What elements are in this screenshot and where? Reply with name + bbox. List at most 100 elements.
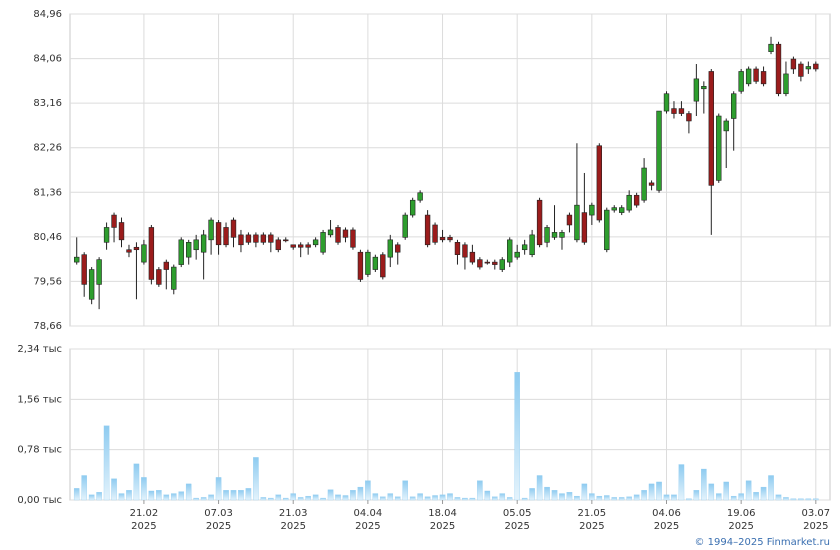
volume-bar	[656, 481, 662, 501]
candle-body	[626, 194, 632, 211]
candle-body	[111, 214, 117, 228]
volume-bar	[499, 493, 506, 501]
volume-bar	[171, 493, 177, 501]
volume-bar	[604, 495, 610, 501]
volume-bar	[327, 489, 334, 501]
x-tick-year: 2025	[131, 521, 156, 532]
volume-bar	[477, 480, 483, 501]
volume-bar	[402, 480, 408, 501]
volume-bar	[394, 496, 401, 501]
volume-bar	[760, 486, 767, 501]
candle-body	[163, 261, 169, 270]
x-tick-year: 2025	[430, 521, 455, 532]
y-tick-label: 0,78 тыс	[17, 445, 62, 456]
candle-body	[521, 244, 528, 251]
candle-body	[141, 244, 147, 263]
volume-bar	[133, 463, 140, 501]
candle-body	[402, 214, 408, 238]
volume-bar	[574, 495, 580, 501]
candle-body	[768, 43, 774, 52]
candle-body	[327, 229, 334, 236]
volume-bar	[611, 497, 618, 501]
candle-body	[805, 66, 812, 70]
volume-bar	[439, 494, 446, 501]
candle-body	[753, 68, 759, 82]
x-tick-year: 2025	[654, 521, 679, 532]
volume-bar	[380, 496, 386, 501]
volume-bar	[589, 493, 595, 501]
y-tick-label: 0,00 тыс	[17, 495, 62, 506]
candle-body	[604, 209, 610, 251]
volume-bar	[305, 495, 311, 501]
volume-bar	[230, 490, 237, 501]
candle-body	[395, 244, 401, 253]
volume-bar	[447, 493, 453, 501]
candle-body	[171, 266, 177, 290]
candle-body	[678, 108, 685, 114]
candle-body	[447, 237, 453, 241]
volume-bar	[544, 486, 550, 501]
candle-body	[544, 227, 550, 243]
volume-bar	[245, 488, 252, 501]
volume-bar	[111, 478, 117, 501]
x-tick-label: 21.03	[279, 508, 308, 519]
x-tick-label: 21.05	[578, 508, 607, 519]
volume-bar	[551, 490, 558, 501]
candle-body	[439, 237, 446, 241]
candle-body	[253, 234, 259, 243]
volume-bar	[798, 498, 804, 501]
volume-bar	[462, 497, 468, 501]
volume-bar	[103, 425, 110, 501]
candle-body	[417, 192, 423, 201]
candle-body	[641, 167, 647, 201]
y-tick-label: 83,16	[33, 98, 62, 109]
volume-bar	[783, 497, 789, 501]
volume-bar	[290, 493, 296, 501]
volume-bar	[260, 497, 267, 501]
x-tick-year: 2025	[728, 521, 753, 532]
candle-body	[469, 251, 476, 263]
y-tick-label: 80,46	[33, 232, 62, 243]
candle-body	[745, 68, 752, 85]
y-tick-label: 82,26	[33, 143, 62, 154]
volume-bar	[372, 493, 379, 501]
x-tick-label: 04.06	[652, 508, 681, 519]
volume-bar	[484, 490, 491, 501]
candle-body	[701, 86, 707, 90]
candle-body	[365, 251, 371, 275]
candle-body	[716, 115, 722, 181]
volume-bar	[365, 480, 371, 501]
candle-body	[798, 63, 804, 77]
volume-bar	[200, 497, 207, 501]
candle-body	[215, 222, 222, 246]
volume-bar	[633, 494, 640, 501]
candle-body	[305, 244, 311, 248]
x-tick-year: 2025	[504, 521, 529, 532]
candle-body	[118, 222, 125, 241]
volume-bar	[514, 372, 520, 501]
candle-body	[514, 251, 520, 258]
volume-bar	[238, 490, 244, 501]
candle-body	[462, 244, 468, 258]
x-tick-label: 19.06	[727, 508, 756, 519]
candle-body	[178, 239, 184, 265]
candle-body	[133, 246, 140, 251]
volume-bar	[126, 490, 132, 501]
candle-body	[230, 219, 237, 238]
volume-bar	[268, 497, 274, 501]
candle-body	[686, 113, 692, 122]
volume-bar	[671, 494, 677, 501]
volume-bar	[282, 497, 289, 501]
candle-body	[424, 214, 431, 246]
volume-bar	[745, 480, 752, 501]
volume-bar	[141, 477, 147, 501]
candle-body	[656, 110, 662, 191]
candle-body	[790, 58, 797, 70]
volume-bar	[118, 493, 125, 501]
volume-bar	[768, 475, 774, 501]
volume-bar	[529, 488, 535, 501]
volume-bar	[723, 481, 729, 501]
candle-body	[484, 261, 491, 264]
candle-body	[633, 194, 640, 206]
